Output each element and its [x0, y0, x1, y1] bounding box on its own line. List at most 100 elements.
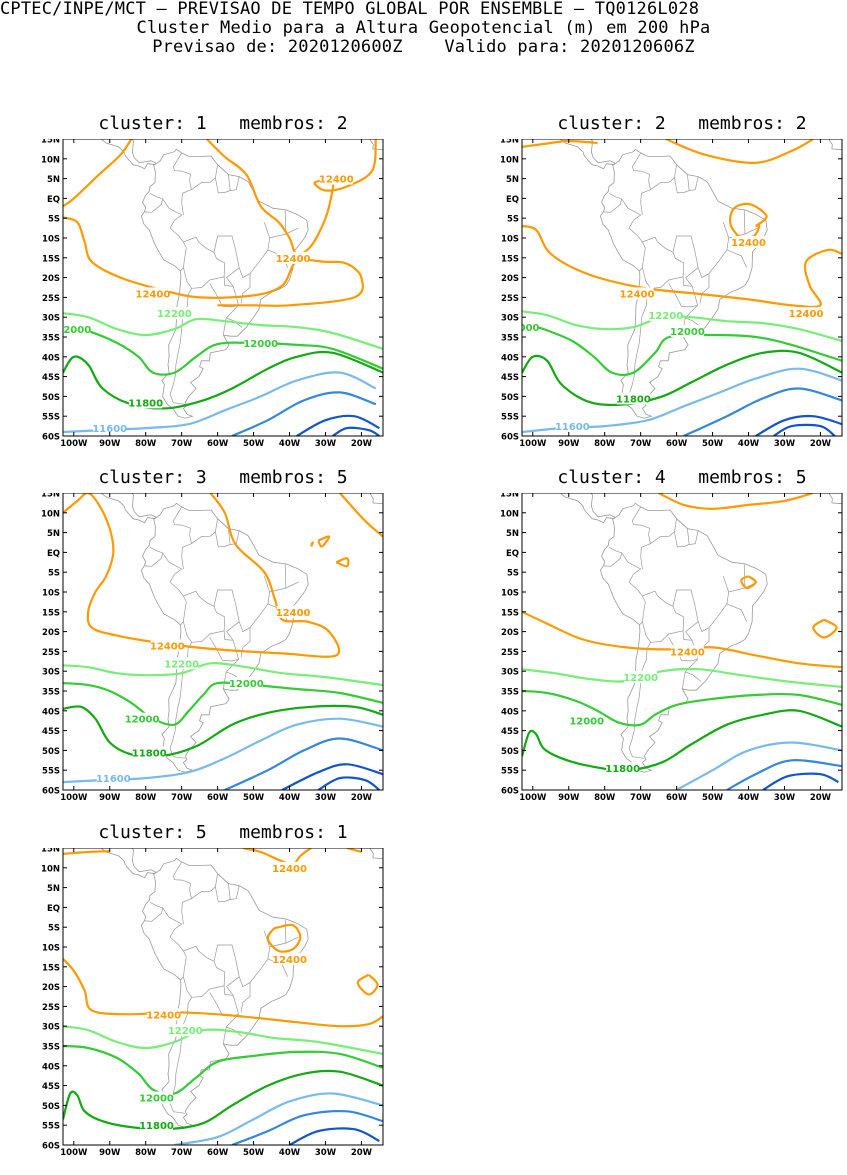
lon-tick-label: 90W: [558, 439, 580, 449]
contour-line: [755, 414, 842, 436]
header-line-1: CPTEC/INPE/MCT – PREVISAO DE TEMPO GLOBA…: [0, 0, 700, 19]
lon-tick-label: 100W: [519, 793, 547, 803]
contour-label: 2000: [512, 323, 540, 334]
lon-tick-label: 60W: [207, 439, 229, 449]
country-border: [726, 249, 748, 268]
country-border: [225, 305, 243, 328]
lon-tick-label: 70W: [630, 439, 652, 449]
central-america-coastline: [559, 493, 616, 524]
contour-line: [266, 923, 302, 953]
lat-tick-label: 45S: [501, 373, 519, 383]
lat-tick-label: 30S: [42, 314, 60, 324]
lat-tick-label: 10N: [500, 155, 519, 165]
country-border: [699, 273, 710, 304]
lat-tick-label: EQ: [506, 195, 519, 205]
lon-tick-label: 70W: [171, 1148, 193, 1158]
lat-tick-label: 40S: [501, 353, 519, 363]
lat-tick-label: 30S: [42, 668, 60, 678]
contour-line: [63, 681, 383, 727]
contour-line: [332, 426, 380, 436]
contour-line: [231, 391, 377, 436]
country-border: [173, 152, 192, 216]
country-border: [284, 919, 287, 944]
lon-tick-label: 80W: [135, 1148, 157, 1158]
lat-tick-label: 30S: [501, 314, 519, 324]
contour-label: 12000: [569, 717, 604, 728]
lat-tick-label: 40S: [42, 1062, 60, 1072]
lat-tick-label: 50S: [501, 393, 519, 403]
country-border: [687, 528, 690, 545]
contour-label: 11600: [555, 422, 590, 433]
lat-tick-label: 15N: [41, 493, 60, 500]
country-border: [144, 192, 164, 213]
contour-line: [335, 557, 350, 568]
lon-tick-label: 50W: [702, 439, 724, 449]
lon-tick-label: 80W: [135, 793, 157, 803]
country-border: [215, 530, 240, 548]
lat-tick-label: 15S: [42, 963, 60, 973]
contour-line: [63, 1044, 383, 1096]
lon-tick-label: 20W: [351, 439, 373, 449]
lat-tick-label: 30S: [501, 668, 519, 678]
lat-tick-label: 60S: [42, 787, 60, 797]
country-border: [685, 267, 699, 287]
contour-label: 12400: [135, 289, 170, 300]
contour-label: 12400: [272, 955, 307, 966]
lon-tick-label: 90W: [99, 793, 121, 803]
contour-line: [317, 776, 381, 790]
contour-label: 12400: [319, 175, 354, 186]
contour-line: [63, 704, 383, 759]
panel-title-cluster-4: cluster: 4 membros: 5: [557, 467, 807, 488]
contour-line: [665, 139, 814, 164]
country-border: [685, 621, 699, 641]
map-frame: [62, 139, 384, 437]
contour-line: [63, 312, 383, 350]
lat-tick-label: 55S: [501, 413, 519, 423]
lon-tick-label: 100W: [60, 793, 88, 803]
lat-tick-label: 5N: [47, 529, 60, 539]
lon-tick-label: 80W: [594, 439, 616, 449]
country-border: [674, 530, 699, 548]
contour-label: 11800: [605, 764, 640, 775]
contour-line: [63, 1069, 383, 1131]
country-border: [684, 305, 702, 328]
contour-line: [317, 535, 331, 548]
contour-line: [63, 850, 110, 855]
lon-tick-label: 70W: [171, 793, 193, 803]
contour-line: [740, 575, 757, 590]
contour-label: 12200: [157, 309, 192, 320]
lon-tick-label: 50W: [243, 1148, 265, 1158]
contour-line: [310, 541, 314, 547]
map-panel-cluster-2: 12400 12400 12400 12200 12000 2000 11800 11600 1…: [500, 139, 843, 449]
lon-tick-label: 40W: [738, 793, 760, 803]
lat-tick-label: 25S: [501, 294, 519, 304]
contour-label: 12000: [139, 1093, 174, 1104]
contour-label: 12000: [670, 327, 705, 338]
lat-tick-label: 5N: [47, 884, 60, 894]
south-america-coastline: [599, 148, 768, 419]
map-panel-cluster-1: 12400 12400 12400 12200 12000 12000 11800 11600…: [41, 139, 384, 449]
contour-line: [773, 423, 836, 436]
country-border: [144, 546, 164, 567]
country-border: [674, 176, 699, 194]
lat-tick-label: 60S: [42, 1142, 60, 1152]
contour-line: [206, 139, 377, 256]
map-frame: [62, 848, 384, 1146]
contour-line: [281, 763, 383, 790]
lat-tick-label: 20S: [42, 274, 60, 284]
africa-coastline: [828, 493, 842, 505]
south-america-coastline: [140, 148, 309, 419]
country-border: [226, 267, 240, 287]
country-border: [284, 564, 287, 589]
country-border: [215, 176, 240, 194]
africa-coastline: [369, 848, 383, 860]
lon-tick-label: 30W: [315, 793, 337, 803]
lat-tick-label: 50S: [42, 393, 60, 403]
panel-title-cluster-1: cluster: 1 membros: 2: [98, 113, 348, 134]
contour-label: 12400: [670, 647, 705, 658]
country-border: [169, 288, 193, 405]
contour-line: [522, 139, 598, 148]
lat-tick-label: 55S: [42, 767, 60, 777]
country-border: [191, 873, 218, 899]
country-border: [603, 546, 623, 567]
